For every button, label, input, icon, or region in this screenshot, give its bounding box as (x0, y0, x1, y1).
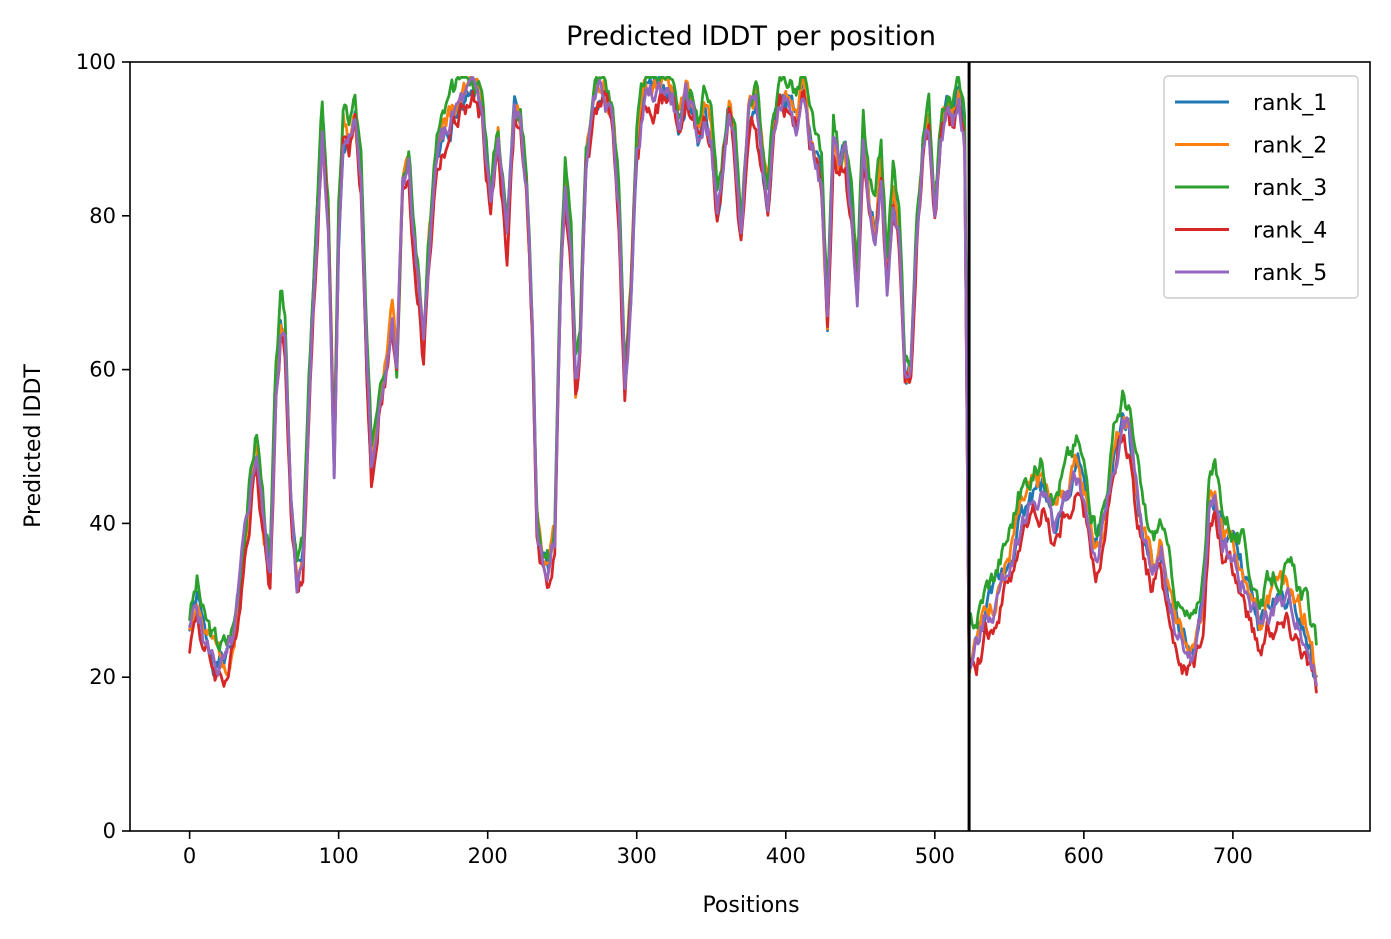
plot-frame (129, 61, 1371, 832)
legend-label: rank_2 (1253, 134, 1327, 159)
x-axis-label: Positions (702, 893, 799, 918)
y-tick-label: 60 (89, 358, 116, 382)
legend-label: rank_5 (1253, 261, 1327, 286)
series-line-rank-5 (188, 75, 1318, 687)
y-axis: 0 20 40 60 80 100 (76, 50, 130, 843)
y-tick-label: 0 (103, 819, 116, 843)
series-line-rank-4 (188, 89, 1318, 694)
x-tick-label: 200 (468, 844, 508, 868)
legend-label: rank_1 (1253, 91, 1327, 116)
x-tick-label: 100 (319, 844, 359, 868)
legend-frame (1163, 75, 1359, 299)
y-tick-label: 20 (89, 665, 116, 689)
y-tick-label: 80 (89, 204, 116, 228)
legend-label: rank_3 (1253, 176, 1327, 201)
x-tick-label: 600 (1064, 844, 1104, 868)
series-layer (188, 75, 1318, 694)
legend: rank_1 rank_2 rank_3 rank_4 rank_5 (1163, 75, 1359, 299)
plot-area (129, 61, 1371, 832)
x-tick-label: 0 (183, 844, 196, 868)
y-tick-label: 40 (89, 511, 116, 535)
x-axis: 0 100 200 300 400 500 600 700 (183, 831, 1253, 868)
y-tick-label: 100 (76, 50, 116, 74)
x-tick-label: 300 (617, 844, 657, 868)
legend-label: rank_4 (1253, 219, 1327, 244)
y-axis-label: Predicted lDDT (21, 364, 46, 528)
x-tick-label: 400 (766, 844, 806, 868)
x-tick-label: 700 (1213, 844, 1253, 868)
x-tick-label: 500 (915, 844, 955, 868)
chart-title: Predicted lDDT per position (566, 21, 936, 52)
